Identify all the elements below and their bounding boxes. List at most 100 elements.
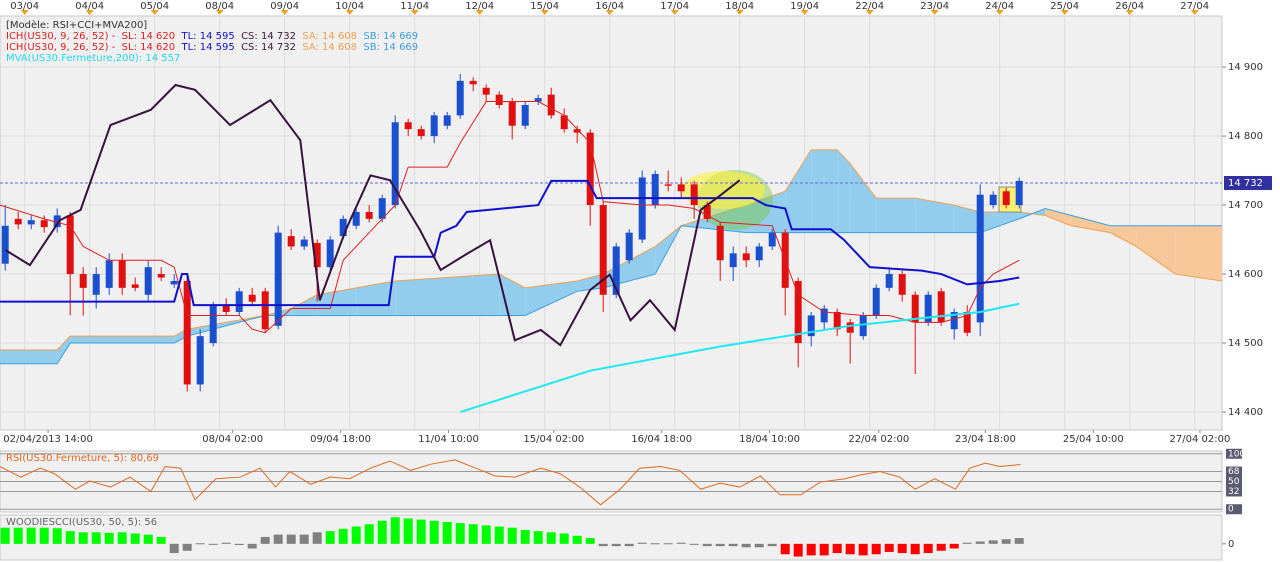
date-tick	[670, 10, 679, 15]
cci-bar	[312, 532, 322, 544]
legend-text: SA: 14 608	[296, 31, 357, 42]
cloud-edge	[0, 207, 1222, 365]
candle-body	[677, 184, 685, 192]
y-tick-label: 0	[1228, 505, 1234, 515]
cci-bar	[338, 528, 348, 544]
cci-bar	[845, 543, 855, 555]
cloud-edge	[0, 149, 1223, 351]
y-tick-box	[1226, 504, 1242, 515]
candle-body	[586, 132, 594, 206]
candle-body	[417, 129, 425, 137]
y-tick-box	[1226, 466, 1242, 477]
legend-text: MVA(US30.Fermeture,200): 14 557	[6, 53, 180, 64]
date-tick	[540, 10, 549, 15]
candle-body	[937, 291, 945, 323]
y-tick-label: 68	[1228, 467, 1240, 477]
x-tick-label: 23/04 18:00	[955, 434, 1016, 445]
candle-body	[872, 287, 880, 316]
candle-body	[1002, 191, 1010, 206]
date-tick	[1190, 10, 1199, 15]
cci-bar	[39, 527, 49, 544]
date-tick	[345, 10, 354, 15]
candle-body	[1015, 180, 1023, 206]
cci-bar	[559, 533, 569, 544]
y-tick-box	[1226, 476, 1242, 487]
date-tick-label: 18/04	[725, 1, 754, 12]
y-tick-label: 14 700	[1228, 200, 1263, 211]
candle-body	[599, 205, 607, 295]
cci-bar	[299, 534, 309, 544]
date-tick-label: 10/04	[335, 1, 364, 12]
candle-body	[144, 267, 152, 295]
cci-bar	[728, 543, 738, 547]
date-tick-label: 04/04	[75, 1, 104, 12]
panel-title: WOODIESCCI(US30, 50, 5): 56	[6, 517, 157, 528]
cci-bar	[546, 532, 556, 544]
cci-bar	[1001, 539, 1011, 544]
cci-bar	[65, 531, 75, 544]
cloud-fill	[785, 149, 812, 233]
cci-bar	[234, 543, 244, 545]
cci-bar	[52, 528, 62, 544]
candle-body	[560, 115, 568, 130]
date-tick	[85, 10, 94, 15]
indicator-line	[0, 179, 1020, 307]
y-tick-label: 14 500	[1228, 338, 1263, 349]
candle-body	[976, 194, 984, 323]
candle-body	[924, 294, 932, 323]
cloud-fill	[70, 336, 175, 344]
candle-body	[365, 211, 373, 219]
legend-text: CS: 14 732	[235, 31, 296, 42]
x-tick-label: 15/04 02:00	[523, 434, 584, 445]
cci-bar	[585, 538, 595, 544]
cci-bar	[702, 543, 712, 547]
date-tick	[865, 10, 874, 15]
cloud-fill	[577, 274, 604, 292]
date-tick-label: 09/04	[270, 1, 299, 12]
cci-bar	[884, 543, 894, 552]
cci-bar	[624, 543, 634, 547]
indicator-line	[459, 302, 1020, 414]
cci-bar	[871, 543, 881, 555]
candle-body	[183, 280, 191, 385]
cci-bar	[936, 543, 946, 551]
x-tick-label: 08/04 02:00	[202, 434, 263, 445]
y-tick-label: 14 800	[1228, 131, 1263, 142]
date-tick	[930, 10, 939, 15]
candle-body	[118, 260, 126, 288]
candle-body	[53, 215, 61, 228]
candle-body	[820, 308, 828, 323]
cci-bar	[351, 526, 361, 544]
cci-bar	[663, 543, 673, 545]
cci-bar	[403, 518, 413, 544]
cci-bar	[208, 543, 218, 545]
candle-body	[404, 122, 412, 130]
cloud-fill	[1110, 225, 1137, 247]
x-tick-label: 11/04 10:00	[418, 434, 479, 445]
legend-text: ICH(US30, 9, 26, 52) - SL: 14 620	[6, 31, 175, 42]
cci-bar	[143, 534, 153, 544]
candle-body	[40, 220, 48, 228]
date-tick-label: 17/04	[660, 1, 689, 12]
last-price-box	[1224, 175, 1272, 190]
date-tick	[995, 10, 1004, 15]
cci-bar	[364, 524, 374, 544]
candle-body	[14, 218, 22, 225]
cci-bar	[416, 519, 426, 544]
cci-bar	[533, 531, 543, 544]
date-tick	[735, 10, 744, 15]
date-tick-label: 25/04	[1050, 1, 1079, 12]
candle-body	[430, 115, 438, 137]
candle-body	[807, 315, 815, 337]
candle-body	[612, 246, 620, 295]
candle-body	[573, 129, 581, 133]
candle-body	[313, 243, 321, 268]
candle-body	[768, 232, 776, 247]
cloud-fill	[980, 211, 1020, 233]
y-tick-label: 100	[1228, 449, 1245, 459]
legend-text: [Modèle: RSI+CCI+MVA200]	[6, 19, 147, 31]
cci-bar	[26, 527, 36, 544]
legend-text: TL: 14 595	[175, 31, 235, 42]
candle-body	[391, 122, 399, 206]
cloud-fill	[915, 198, 955, 233]
